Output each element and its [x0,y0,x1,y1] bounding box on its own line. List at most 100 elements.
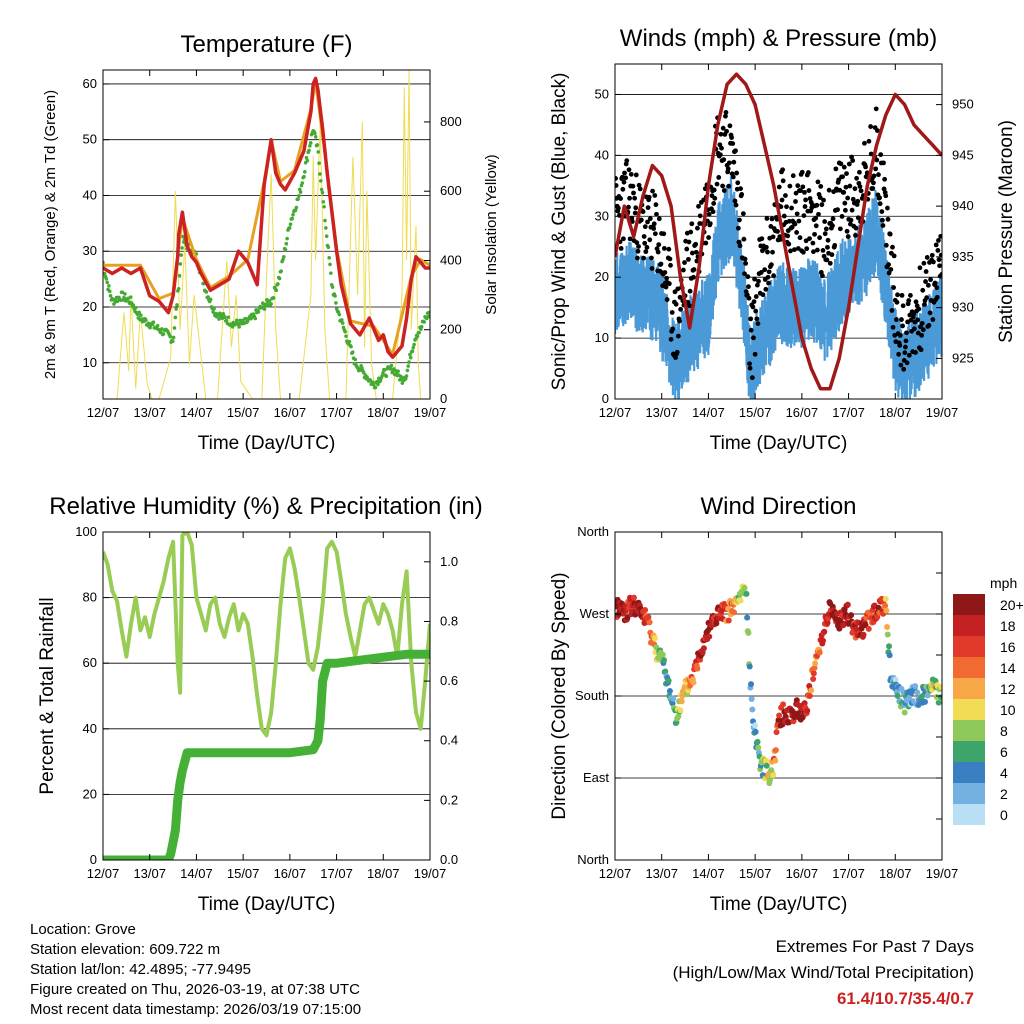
y-axis-label: Direction (Colored By Speed) [549,572,570,819]
gust-point [755,321,761,326]
direction-point [811,665,818,672]
gust-point [899,292,905,298]
gust-point [913,350,918,355]
y-tick-label: South [575,688,609,703]
gust-point [862,140,867,146]
x-axis-label: Time (Day/UTC) [710,433,848,454]
gust-point [663,284,669,290]
gust-point [789,205,794,211]
direction-point [804,707,811,714]
direction-point [938,684,942,691]
gust-point [788,248,793,254]
gust-point [666,246,672,252]
gust-point [797,235,803,241]
dewpoint-point [410,349,415,353]
dewpoint-point [168,334,173,339]
gust-point [769,216,775,222]
gust-point [882,176,888,182]
gust-point [891,253,897,259]
gust-point [880,223,886,228]
direction-point [662,668,669,675]
dewpoint-point [155,323,160,328]
gust-point [670,326,676,332]
gust-point [712,195,718,201]
gust-point [936,257,942,263]
gust-point [693,249,699,255]
created-text: Figure created on Thu, 2026-03-19, at 07… [30,981,360,998]
dewpoint-point [283,247,288,252]
gust-point [763,244,769,250]
dewpoint-point [137,310,141,315]
dewpoint-point [104,277,109,281]
gust-point [923,279,928,284]
colorbar-swatch [953,783,985,804]
y-tick-label: North [577,852,609,867]
gust-point [853,232,858,238]
direction-point [858,625,865,632]
colorbar-label: 20+ [1000,597,1024,613]
gust-point [673,355,678,360]
direction-point [844,601,851,608]
gust-point [652,231,658,237]
gust-point [635,255,640,261]
dewpoint-point [128,295,133,299]
x-tick-label: 19/07 [414,405,447,420]
gust-point [736,239,742,245]
dewpoint-point [400,381,405,385]
gust-point [801,213,807,219]
gust-point [623,175,629,181]
recent-text: Most recent data timestamp: 2026/03/19 0… [30,1001,362,1018]
gust-point [638,217,644,223]
colorbar-label: 10 [1000,702,1016,718]
gust-point [852,186,858,192]
gust-point [915,317,921,323]
direction-point [748,696,755,703]
dewpoint-point [267,299,272,303]
y2-tick-label: 0.6 [440,673,458,688]
y2-tick-label: 0 [440,391,447,406]
dewpoint-point [399,375,404,379]
dewpoint-point [380,374,384,378]
gust-point [618,246,624,251]
gust-point [787,183,793,189]
gust-point [710,209,716,215]
gust-point [901,366,907,372]
gust-point [721,157,727,163]
dewpoint-point [204,290,209,294]
gust-point [932,280,938,286]
gust-point [837,226,843,232]
chart-title: Relative Humidity (%) & Precipitation (i… [49,493,482,520]
gust-point [731,159,737,165]
gust-point [682,260,687,265]
y2-tick-label: 925 [952,350,974,365]
dewpoint-point [330,285,335,289]
gust-point [775,229,780,234]
gust-point [751,299,757,305]
gust-point [906,352,912,358]
gust-point [753,308,759,314]
colorbar-swatch [953,636,985,657]
dewpoint-point [284,241,289,246]
x-tick-label: 13/07 [133,866,166,881]
gust-point [780,167,786,173]
dewpoint-point [274,288,279,293]
dewpoint-point [234,318,239,323]
dewpoint-point [350,350,355,354]
direction-point [816,649,823,656]
direction-point [706,633,713,640]
dewpoint-point [361,370,366,375]
direction-point [666,688,673,695]
colorbar-swatch [953,678,985,699]
gust-point [822,231,828,237]
precip-line [103,649,430,860]
colorbar-swatch [953,720,985,741]
dewpoint-point [316,150,321,154]
gust-point [795,246,801,251]
dewpoint-point [230,325,235,329]
x-tick-label: 14/07 [180,866,213,881]
gust-point [636,244,641,249]
x-tick-label: 12/07 [599,405,632,420]
y-axis-label: Percent & Total Rainfall [37,597,58,794]
gust-point [770,234,776,240]
y-tick-label: 40 [595,147,609,162]
